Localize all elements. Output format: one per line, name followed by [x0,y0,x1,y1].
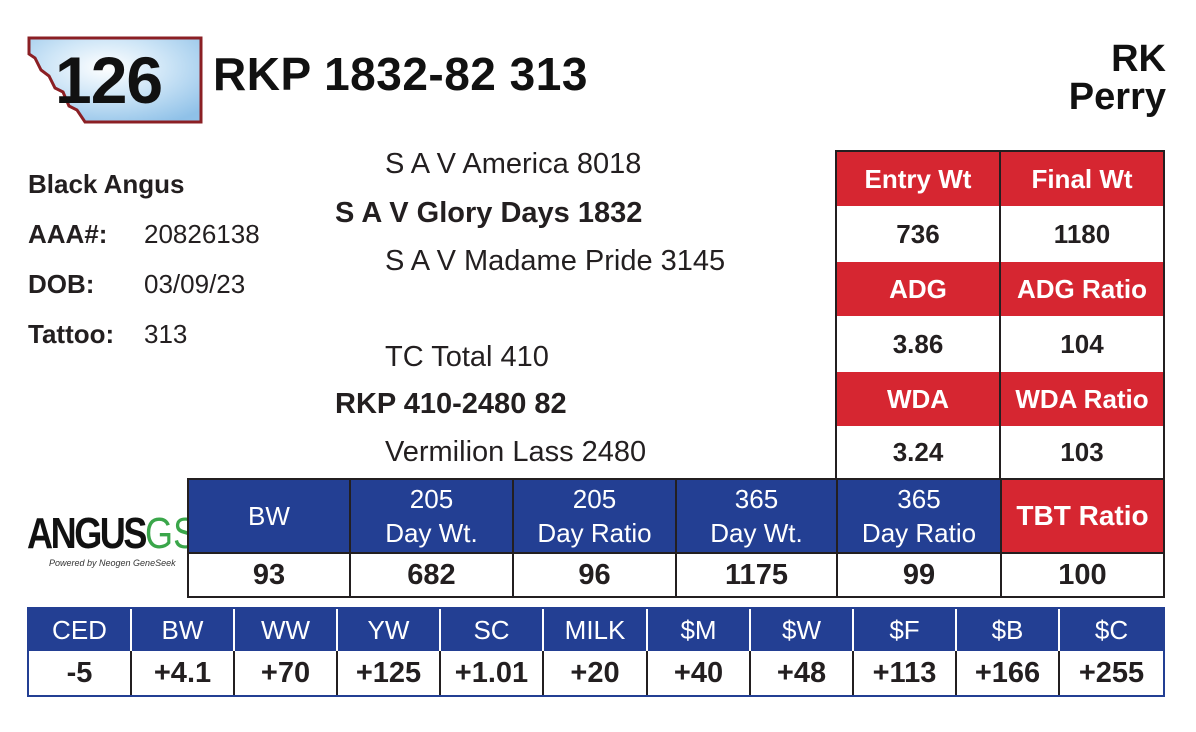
performance-table: Entry Wt Final Wt 736 1180 ADG ADG Ratio… [835,150,1165,480]
pedigree-dam-dam: Vermilion Lass 2480 [385,436,647,468]
epd-header-yw: YW [338,609,441,651]
pedigree-sire: S A V Glory Days 1832 [335,197,643,229]
montana-state-badge [27,36,203,124]
pedigree-dam-sire: TC Total 410 [385,341,549,373]
tattoo-value: 313 [144,319,188,349]
logo-word-angus: ANGUS [27,509,147,558]
final-wt-header: Final Wt [1001,152,1163,206]
205-day-ratio-value: 96 [514,552,677,596]
animal-name: RKP 1832-82 313 [213,48,588,100]
final-wt-value: 1180 [1001,206,1163,262]
logo-wordmark: ANGUSGS [27,509,197,558]
adg-value: 3.86 [837,316,1001,372]
tattoo-label: Tattoo: [28,319,115,349]
wda-ratio-header: WDA Ratio [1001,372,1163,426]
epd-header-ced: CED [29,609,132,651]
epd-header-milk: MILK [544,609,648,651]
205-day-wt-header: 205 Day Wt. [351,480,514,552]
wda-ratio-value: 103 [1001,426,1163,478]
epd-header-dollar-f: $F [854,609,957,651]
epd-header-ww: WW [235,609,338,651]
consignor-line-1: RK [1111,38,1166,80]
bw-header: BW [189,480,351,552]
aaa-label: AAA#: [28,219,108,249]
consignor-name: RK Perry [1069,40,1166,116]
tbt-ratio-value: 100 [1002,552,1163,596]
pedigree-dam: RKP 410-2480 82 [335,388,567,420]
dob-value: 03/09/23 [144,269,246,299]
aaa-value: 20826138 [144,219,260,249]
adg-ratio-value: 104 [1001,316,1163,372]
epd-value-dollar-c: +255 [1060,651,1163,695]
adg-header: ADG [837,262,1001,316]
entry-wt-value: 736 [837,206,1001,262]
entry-wt-header: Entry Wt [837,152,1001,206]
epd-value-yw: +125 [338,651,441,695]
dob-label: DOB: [28,269,95,299]
epd-header-dollar-c: $C [1094,614,1129,645]
365-day-wt-value: 1175 [677,552,838,596]
wda-value: 3.24 [837,426,1001,478]
pedigree-sire-sire: S A V America 8018 [385,148,642,180]
epd-value-milk: +20 [544,651,648,695]
365-day-ratio-header: 365 Day Ratio [838,480,1002,552]
epd-header-dollar-w: $W [751,609,854,651]
epd-value-dollar-f: +113 [854,651,957,695]
epd-table: CED -5 BW +4.1 WW +70 YW +125 SC +1.01 MILK +20 $M +4… [27,607,1165,697]
205-day-wt-value: 682 [351,552,514,596]
epd-value-ww: +70 [235,651,338,695]
wda-header: WDA [837,372,1001,426]
lot-number: 126 [55,43,163,117]
epd-header-sc: SC [441,609,544,651]
365-day-ratio-value: 99 [838,552,1002,596]
tbt-ratio-header: TBT Ratio [1002,480,1163,552]
epd-value-dollar-w: +48 [751,651,854,695]
breed: Black Angus [28,169,185,199]
weights-table: BW 205 Day Wt. 205 Day Ratio 365 Day Wt. 36… [187,478,1165,598]
adg-ratio-header: ADG Ratio [1001,262,1163,316]
epd-header-dollar-m: $M [648,609,751,651]
epd-value-dollar-b: +166 [957,651,1060,695]
consignor-line-2: Perry [1068,76,1166,118]
365-day-wt-header: 365 Day Wt. [677,480,838,552]
epd-value-ced: -5 [29,651,132,695]
pedigree-sire-dam: S A V Madame Pride 3145 [385,245,726,277]
bw-value: 93 [189,552,351,596]
epd-value-sc: +1.01 [441,651,544,695]
angus-gs-logo: ANGUSGS Powered by Neogen GeneSeek [27,509,197,572]
205-day-ratio-header: 205 Day Ratio [514,480,677,552]
epd-header-bw: BW [132,609,235,651]
logo-tagline: Powered by Neogen GeneSeek [49,558,176,568]
epd-value-bw: +4.1 [132,651,235,695]
epd-header-dollar-b: $B [957,609,1060,651]
epd-value-dollar-m: +40 [648,651,751,695]
